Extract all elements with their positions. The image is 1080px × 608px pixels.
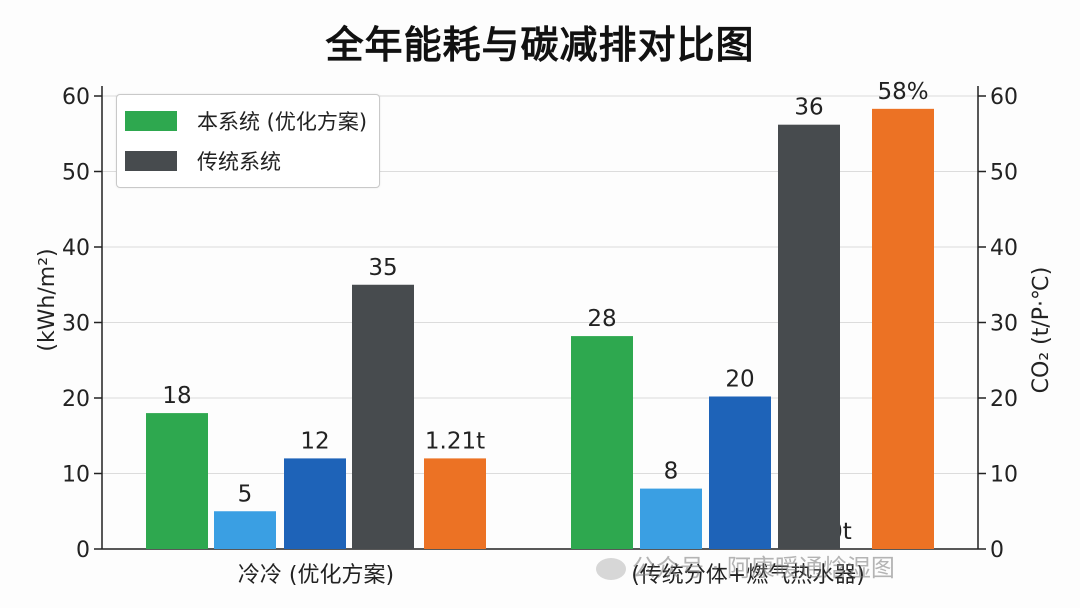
y-tick-label-right: 0 (990, 538, 1004, 563)
legend-label-traditional: 传统系统 (197, 150, 281, 174)
legend-item-optimized: 本系统 (优化方案) (125, 101, 367, 141)
legend-item-traditional: 传统系统 (125, 141, 367, 181)
legend-label-optimized: 本系统 (优化方案) (197, 110, 368, 134)
bar-value-label: 8 (664, 459, 679, 485)
bar-value-label: 36 (794, 95, 823, 121)
y-tick-label-right: 30 (990, 312, 1018, 337)
y-axis-title-right: CO₂ (t/P·℃) (1029, 267, 1054, 394)
chart-title: 全年能耗与碳减排对比图 (325, 23, 755, 67)
y-tick-label-left: 20 (62, 387, 90, 412)
bar (778, 124, 840, 549)
legend-swatch-traditional (125, 151, 177, 171)
y-axis-title-left: (kWh/m²) (35, 248, 60, 351)
y-tick-label-right: 60 (990, 85, 1018, 110)
y-tick-label-right: 40 (990, 236, 1018, 261)
bar (146, 413, 208, 549)
bar-value-label: 12 (300, 428, 329, 454)
bar (352, 284, 414, 549)
bar-value-label: 1.21t (425, 428, 485, 454)
y-tick-label-right: 10 (990, 463, 1018, 488)
x-category-label: 冷冷 (优化方案) (238, 563, 394, 588)
bar (214, 511, 276, 549)
bar (872, 108, 934, 550)
bar (640, 488, 702, 549)
bar (424, 458, 486, 549)
y-tick-label-left: 30 (62, 312, 90, 337)
y-tick-label-right: 20 (990, 387, 1018, 412)
y-tick-label-left: 10 (62, 463, 90, 488)
bar-value-label: 58% (877, 79, 928, 105)
watermark: 公众号 · 阿康暖通焓湿图 (596, 548, 895, 583)
bar-value-label: 18 (162, 383, 191, 409)
y-tick-label-left: 0 (76, 538, 90, 563)
bar-value-label: 35 (368, 255, 397, 281)
watermark-text: 公众号 · 阿康暖通焓湿图 (632, 554, 895, 582)
bar (284, 458, 346, 549)
y-tick-label-left: 60 (62, 85, 90, 110)
x-category-label: (传统分体+燃气热水器) (631, 563, 865, 588)
legend: 本系统 (优化方案) 传统系统 (116, 94, 381, 188)
legend-swatch-optimized (125, 111, 177, 131)
bar (709, 396, 771, 549)
wechat-icon (596, 558, 626, 580)
y-tick-label-right: 50 (990, 161, 1018, 186)
bar-value-label: 20 (725, 366, 754, 392)
y-tick-label-left: 50 (62, 161, 90, 186)
bar-value-label: 28 (587, 306, 616, 332)
bar-value-label: 5 (238, 481, 253, 507)
bar (571, 336, 633, 549)
y-tick-label-left: 40 (62, 236, 90, 261)
